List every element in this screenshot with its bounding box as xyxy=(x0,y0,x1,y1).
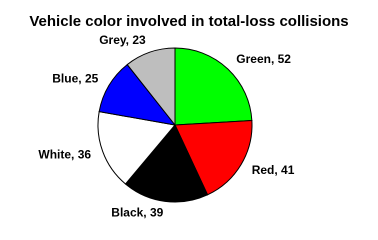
pie-slice xyxy=(174,47,253,126)
pie-slice xyxy=(124,124,209,203)
slice-label: Grey, 23 xyxy=(99,33,146,47)
chart-title: Vehicle color involved in total-loss col… xyxy=(29,13,348,30)
slice-label: White, 36 xyxy=(38,148,91,162)
slice-label: Blue, 25 xyxy=(52,71,98,85)
slice-label: Black, 39 xyxy=(111,206,163,220)
pie-slice xyxy=(174,119,253,196)
slice-label: Red, 41 xyxy=(252,163,295,177)
pie-slice xyxy=(126,47,176,127)
pie-slice xyxy=(97,111,176,185)
slice-label: Green, 52 xyxy=(236,52,291,66)
